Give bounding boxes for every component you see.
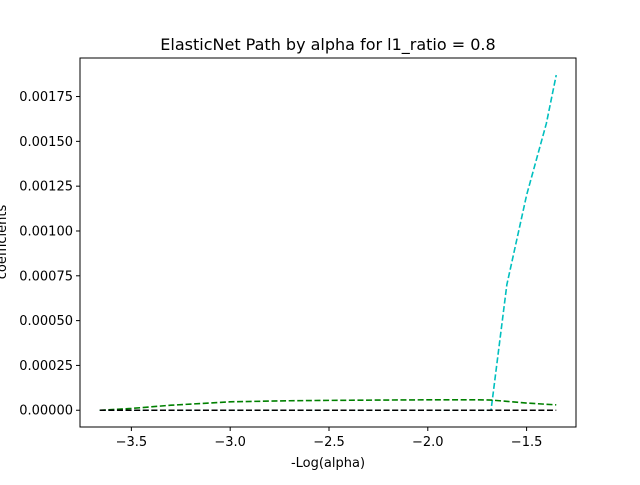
y-axis-label: coefficients [0,205,10,280]
series-layer [99,74,558,412]
x-tick-label: −2.5 [313,435,345,450]
y-tick-label: 0.00075 [19,269,73,284]
y-tick-label: 0.00000 [19,404,73,419]
y-tick-label: 0.00050 [19,314,73,329]
y-tick-label: 0.00175 [19,90,73,105]
y-axis-ticks: 0.00000 0.00025 0.00050 0.00075 0.00100 0.001… [19,90,80,419]
y-tick-label: 0.00025 [19,359,73,374]
y-tick-label: 0.00125 [19,180,73,195]
x-tick-label: −3.0 [214,435,246,450]
x-axis-ticks: −3.5 −3.0 −2.5 −2.0 −1.5 [116,427,543,450]
x-axis-label: -Log(alpha) [291,456,365,471]
x-tick-label: −2.0 [412,435,444,450]
plot-frame [79,57,577,428]
y-tick-label: 0.00150 [19,135,73,150]
x-tick-label: −1.5 [511,435,543,450]
chart-title: ElasticNet Path by alpha for l1_ratio = … [160,35,495,55]
series-line-2 [99,399,557,412]
x-tick-label: −3.5 [116,435,148,450]
y-tick-label: 0.00100 [19,224,73,239]
